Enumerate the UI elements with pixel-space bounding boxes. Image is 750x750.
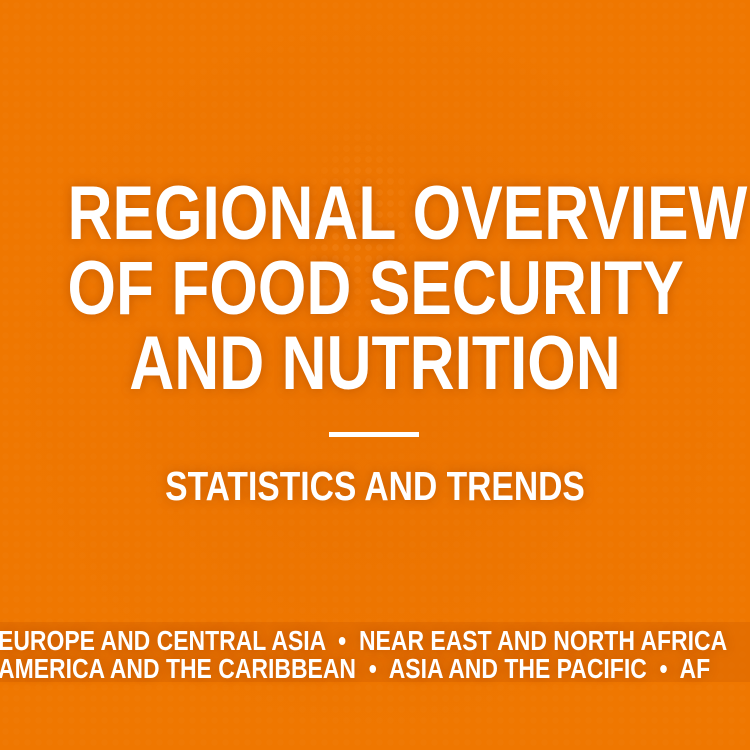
- regions-line-1: EUROPE AND CENTRAL ASIA • NEAR EAST AND …: [0, 625, 728, 656]
- regions-line-2: AMERICA AND THE CARIBBEAN • ASIA AND THE…: [0, 653, 711, 684]
- subtitle: STATISTICS AND TRENDS: [165, 463, 585, 509]
- title-line-2: OF FOOD SECURITY: [67, 246, 684, 331]
- title-line-3: AND NUTRITION: [129, 321, 621, 406]
- divider: [329, 432, 419, 437]
- title-line-1: REGIONAL OVERVIEW: [67, 171, 748, 256]
- regions-band: [0, 622, 750, 682]
